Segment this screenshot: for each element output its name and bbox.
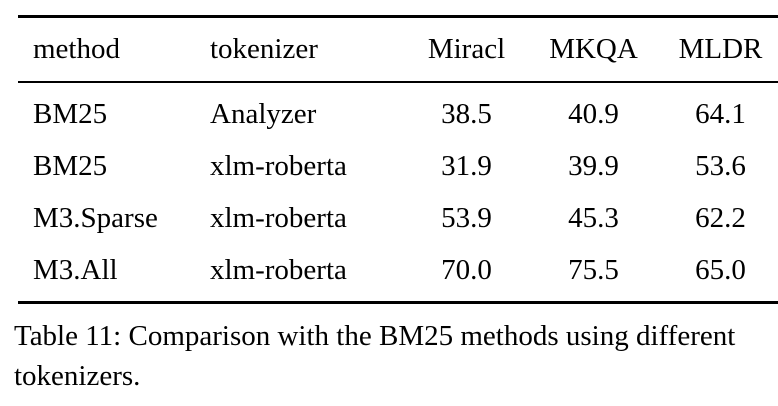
cell-tokenizer: xlm-roberta: [210, 201, 347, 234]
table-header-row: method tokenizer Miracl MKQA MLDR: [18, 17, 778, 82]
cell-mldr: 62.2: [695, 201, 746, 234]
cell-tokenizer: Analyzer: [210, 97, 317, 130]
table-row: BM25 Analyzer 38.5 40.9 64.1: [18, 82, 778, 140]
column-header-miracl: Miracl: [427, 33, 506, 65]
cell-mkqa: 39.9: [568, 149, 619, 182]
column-header-tokenizer: tokenizer: [210, 33, 318, 65]
table-header: method tokenizer Miracl MKQA MLDR: [18, 17, 778, 82]
table-row: M3.All xlm-roberta 70.0 75.5 65.0: [18, 244, 778, 303]
cell-tokenizer: xlm-roberta: [210, 253, 347, 286]
cell-tokenizer: xlm-roberta: [210, 149, 347, 182]
cell-miracl: 31.9: [441, 149, 492, 182]
column-header-method: method: [33, 33, 120, 65]
cell-method: BM25: [33, 97, 108, 130]
cell-mldr: 65.0: [695, 253, 746, 286]
table-row: BM25 xlm-roberta 31.9 39.9 53.6: [18, 140, 778, 192]
cell-mkqa: 40.9: [568, 97, 619, 130]
table-caption: Table 11: Comparison with the BM25 metho…: [14, 320, 736, 392]
cell-method: M3.All: [33, 253, 118, 286]
cell-miracl: 70.0: [441, 253, 492, 286]
column-header-mldr: MLDR: [678, 33, 763, 65]
comparison-table: method tokenizer Miracl MKQA MLDR BM25 A…: [18, 15, 778, 304]
cell-mkqa: 75.5: [568, 253, 619, 286]
column-header-mkqa: MKQA: [549, 33, 638, 65]
cell-miracl: 38.5: [441, 97, 492, 130]
cell-miracl: 53.9: [441, 201, 492, 234]
cell-mldr: 53.6: [695, 149, 746, 182]
cell-method: M3.Sparse: [33, 201, 158, 234]
cell-method: BM25: [33, 149, 108, 182]
table-row: M3.Sparse xlm-roberta 53.9 45.3 62.2: [18, 192, 778, 244]
cell-mldr: 64.1: [695, 97, 746, 130]
cell-mkqa: 45.3: [568, 201, 619, 234]
table-body: BM25 Analyzer 38.5 40.9 64.1 BM25 xlm-ro…: [18, 82, 778, 303]
